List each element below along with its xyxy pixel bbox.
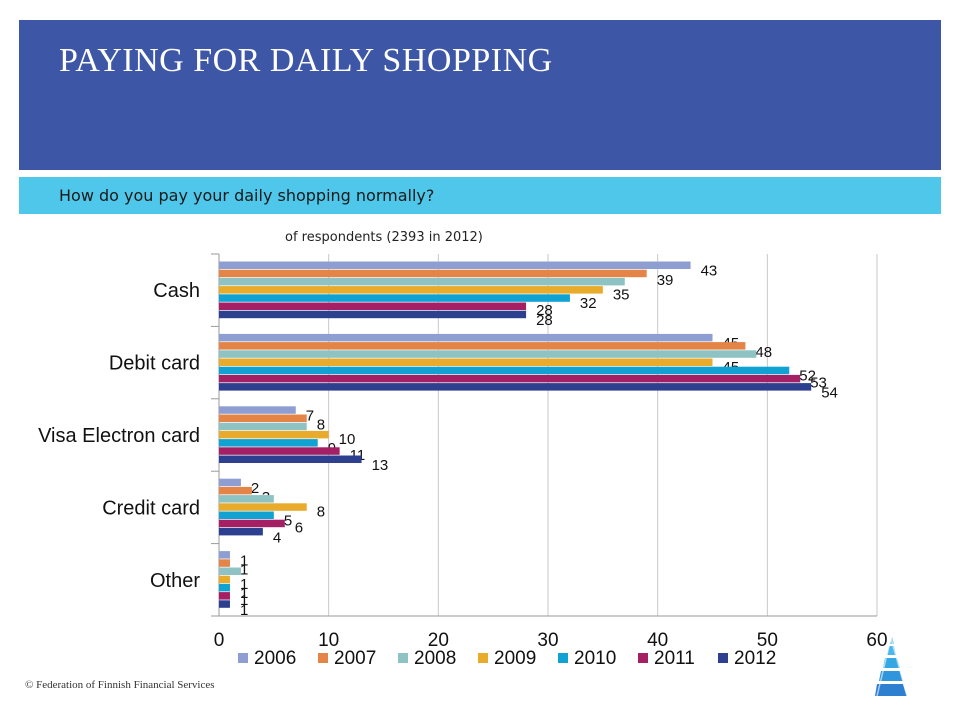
- data-label: 4: [273, 529, 281, 546]
- bar: [219, 342, 746, 350]
- category-label: Cash: [153, 280, 200, 302]
- data-label: 35: [613, 286, 630, 303]
- data-label: 52: [799, 368, 816, 385]
- data-label: 6: [295, 519, 303, 536]
- bar: [219, 559, 230, 567]
- bar: [219, 567, 241, 575]
- respondents-note: of respondents (2393 in 2012): [285, 230, 483, 245]
- data-label: 1: [240, 552, 248, 569]
- bar: [219, 358, 713, 366]
- bar: [219, 600, 230, 608]
- data-label: 1: [240, 585, 248, 602]
- x-tick-label: 40: [647, 630, 668, 651]
- bar: [219, 439, 318, 447]
- data-label: 1: [240, 561, 248, 578]
- legend-label: 2007: [334, 648, 376, 669]
- category-label: Other: [150, 570, 200, 592]
- data-label: 10: [339, 431, 356, 448]
- survey-question: How do you pay your daily shopping norma…: [59, 186, 435, 205]
- legend-label: 2006: [254, 648, 296, 669]
- bar: [219, 366, 790, 375]
- legend-swatch: [638, 653, 648, 663]
- bar: [219, 551, 230, 559]
- data-label: 53: [810, 375, 827, 392]
- bar: [219, 486, 252, 495]
- bar: [219, 455, 362, 463]
- legend-label: 2011: [654, 648, 695, 669]
- legend-swatch: [318, 653, 328, 663]
- data-label: 54: [821, 385, 838, 402]
- category-label: Credit card: [102, 497, 200, 519]
- bar: [219, 269, 647, 278]
- bar: [219, 302, 527, 310]
- data-label: 13: [372, 457, 389, 474]
- bar: [219, 583, 230, 592]
- data-label: 28: [536, 302, 553, 319]
- bar: [219, 478, 241, 487]
- bar: [219, 430, 329, 439]
- bar: [219, 422, 307, 431]
- data-label: 5: [284, 512, 292, 529]
- page-title: PAYING FOR DAILY SHOPPING: [59, 42, 553, 79]
- data-label: 2: [251, 480, 259, 497]
- title-banner: PAYING FOR DAILY SHOPPING: [19, 20, 941, 170]
- bar: [219, 495, 274, 503]
- bar: [219, 277, 625, 286]
- data-label: 43: [701, 263, 718, 280]
- data-label: 8: [317, 417, 325, 434]
- data-label: 1: [240, 602, 248, 619]
- data-label: 48: [755, 344, 772, 361]
- bar: [219, 527, 263, 536]
- legend-label: 2009: [494, 648, 536, 669]
- x-tick-label: 60: [866, 630, 887, 651]
- bar: [219, 374, 801, 383]
- data-label: 1: [240, 592, 248, 609]
- x-tick-label: 0: [214, 630, 225, 651]
- bar: [219, 383, 812, 391]
- bar: [219, 286, 603, 294]
- bar: [219, 294, 570, 302]
- legend-label: 2010: [574, 648, 616, 669]
- x-tick-label: 20: [428, 630, 449, 651]
- legend-swatch: [238, 653, 248, 663]
- financial-federation-logo-icon: [875, 636, 908, 697]
- data-label: 7: [306, 408, 314, 425]
- bar: [219, 592, 230, 600]
- question-banner: How do you pay your daily shopping norma…: [19, 177, 941, 214]
- data-label: 39: [657, 272, 674, 289]
- copyright-footer: © Federation of Finnish Financial Servic…: [25, 679, 215, 691]
- x-tick-label: 30: [537, 630, 558, 651]
- bar: [219, 350, 757, 358]
- bar: [219, 519, 285, 528]
- legend-swatch: [718, 653, 728, 663]
- data-label: 28: [536, 312, 553, 329]
- bar: [219, 333, 713, 342]
- category-label: Visa Electron card: [38, 425, 200, 447]
- legend-swatch: [398, 653, 408, 663]
- bar: [219, 310, 527, 319]
- legend-swatch: [558, 653, 568, 663]
- bar: [219, 447, 340, 455]
- bar: [219, 503, 307, 511]
- legend-label: 2012: [734, 648, 776, 669]
- category-label: Debit card: [109, 353, 200, 375]
- bar: [219, 575, 230, 584]
- bar: [219, 511, 274, 519]
- bar: [219, 261, 691, 269]
- bar: [219, 406, 296, 414]
- data-label: 32: [580, 295, 597, 312]
- data-label: 1: [240, 576, 248, 593]
- legend-label: 2008: [414, 648, 456, 669]
- x-tick-label: 10: [318, 630, 339, 651]
- legend-swatch: [478, 653, 488, 663]
- bar: [219, 414, 307, 422]
- data-label: 8: [317, 504, 325, 521]
- x-tick-label: 50: [757, 630, 778, 651]
